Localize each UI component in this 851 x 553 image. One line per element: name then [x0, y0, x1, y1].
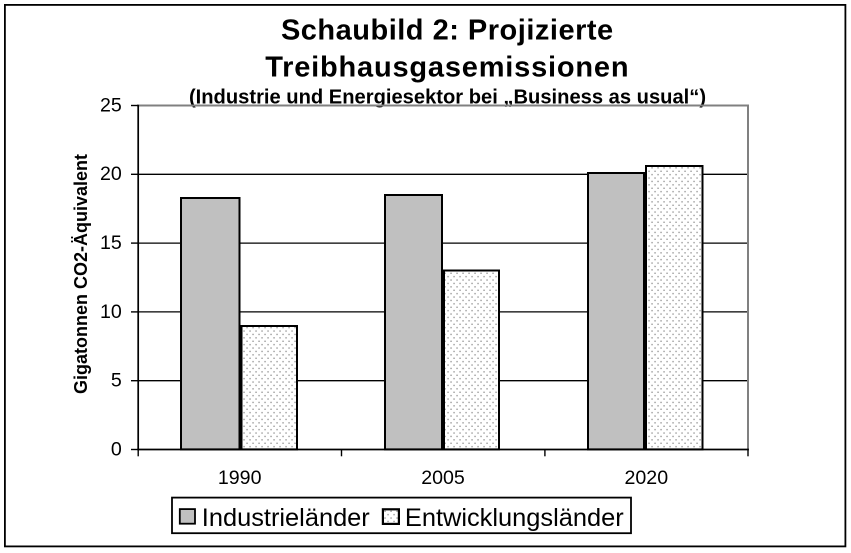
svg-text:2020: 2020 [625, 467, 669, 489]
svg-text:15: 15 [100, 232, 122, 254]
svg-text:Gigatonnen CO2-Äquivalent: Gigatonnen CO2-Äquivalent [71, 154, 91, 394]
svg-text:1990: 1990 [218, 467, 262, 489]
svg-text:20: 20 [100, 163, 122, 185]
svg-text:Schaubild 2: Projizierte: Schaubild 2: Projizierte [281, 14, 614, 46]
svg-text:25: 25 [100, 94, 122, 116]
svg-text:Treibhausgasemissionen: Treibhausgasemissionen [265, 52, 629, 84]
svg-text:(Industrie und Energiesektor b: (Industrie und Energiesektor bei „Busine… [189, 86, 706, 108]
svg-text:2005: 2005 [421, 467, 465, 489]
svg-text:0: 0 [111, 438, 122, 460]
svg-text:10: 10 [100, 301, 122, 323]
svg-text:Entwicklungsländer: Entwicklungsländer [405, 504, 624, 532]
svg-text:Industrieländer: Industrieländer [202, 504, 371, 532]
svg-text:5: 5 [111, 370, 122, 392]
